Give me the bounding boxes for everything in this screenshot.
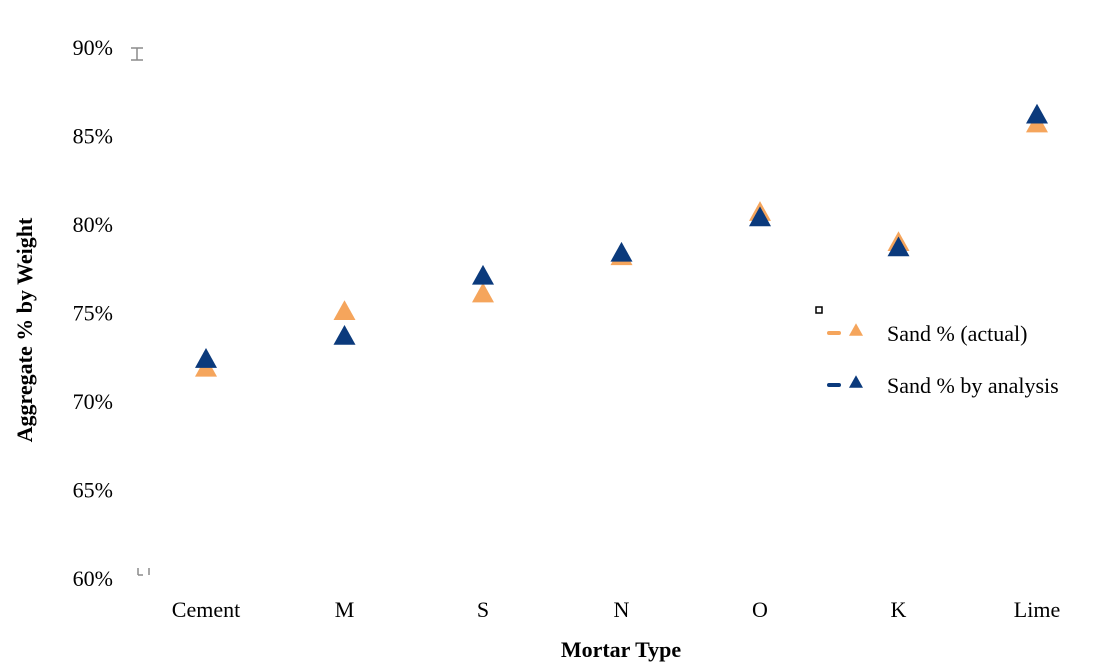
legend-label: Sand % by analysis (887, 373, 1059, 398)
x-tick-label: Lime (1014, 597, 1060, 622)
x-tick-label: K (891, 597, 907, 622)
x-tick-label: S (477, 597, 489, 622)
x-axis-title: Mortar Type (561, 637, 682, 662)
y-tick-label: 65% (73, 478, 113, 503)
y-tick-label: 60% (73, 566, 113, 591)
legend-handle (815, 306, 823, 314)
sand-analysis-point-lime (1026, 103, 1048, 124)
axis-artifact-top (131, 47, 143, 61)
x-tick-label: O (752, 597, 768, 622)
y-tick-label: 90% (73, 35, 113, 60)
sand-analysis-point-k (887, 236, 910, 257)
sand-actual-point-s (472, 282, 494, 303)
sand-analysis-point-cement (195, 348, 217, 368)
legend-triangle-swatch (849, 323, 863, 336)
y-tick-label: 75% (73, 301, 113, 326)
y-tick-label: 80% (73, 212, 113, 237)
plot-area (195, 103, 1048, 377)
sand-analysis-point-s (472, 264, 494, 285)
x-tick-label: M (335, 597, 355, 622)
y-axis-title: Aggregate % by Weight (12, 217, 37, 442)
legend-triangle-swatch (849, 375, 863, 388)
x-tick-label: Cement (172, 597, 240, 622)
sand-analysis-point-n (610, 241, 633, 262)
sand-analysis-point-m (333, 325, 356, 345)
legend-label: Sand % (actual) (887, 321, 1028, 346)
y-tick-label: 70% (73, 389, 113, 414)
sand-actual-point-m (333, 300, 356, 321)
y-tick-label: 85% (73, 124, 113, 149)
axis-artifact-bottom (137, 568, 150, 576)
x-tick-label: N (614, 597, 630, 622)
y-axis-ticks: 60% 65% 70% 75% 80% 85% 90% (73, 35, 113, 591)
x-axis-ticks: Cement M S N O K Lime (172, 597, 1060, 622)
sand-analysis-point-o (749, 206, 771, 227)
legend: Sand % (actual) Sand % by analysis (815, 306, 1059, 398)
